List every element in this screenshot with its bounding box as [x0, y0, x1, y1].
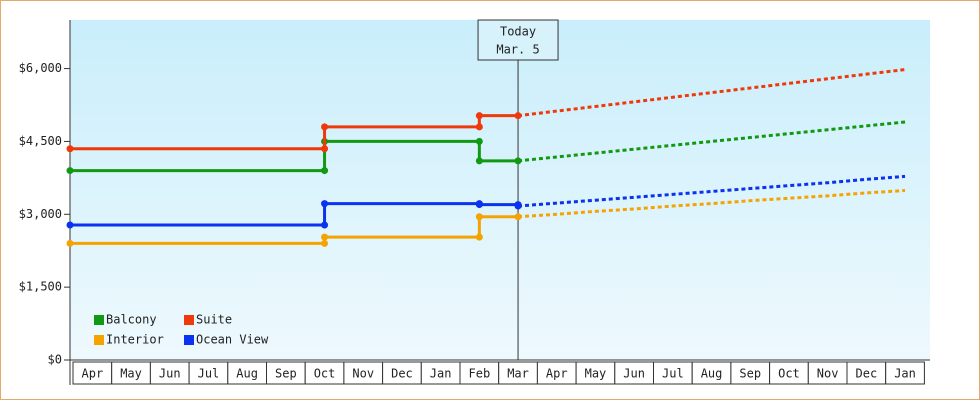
- x-tick-label: May: [585, 367, 607, 381]
- x-tick-label: Dec: [856, 367, 878, 381]
- point: [321, 221, 329, 229]
- point: [66, 145, 74, 153]
- x-tick-label: Oct: [778, 367, 800, 381]
- point: [475, 201, 483, 209]
- x-tick-label: Nov: [352, 367, 374, 381]
- x-tick-label: Oct: [314, 367, 336, 381]
- forecast-line: [517, 120, 906, 163]
- today-label: Today: [500, 25, 536, 39]
- x-tick-label: Jul: [662, 367, 684, 381]
- point: [475, 233, 483, 241]
- point: [321, 233, 329, 241]
- point: [321, 167, 329, 175]
- y-tick-label: $1,500: [19, 280, 62, 294]
- series-line: [70, 139, 519, 173]
- point: [66, 239, 74, 247]
- point: [321, 145, 329, 153]
- x-tick-box: [885, 361, 925, 385]
- y-tick-label: $6,000: [19, 61, 62, 75]
- x-tick-label: Aug: [236, 367, 258, 381]
- point: [321, 239, 329, 247]
- x-tick-label: Nov: [817, 367, 839, 381]
- x-tick-label: Jun: [159, 367, 181, 381]
- point: [475, 137, 483, 145]
- x-tick-label: Sep: [739, 367, 761, 381]
- x-tick-label: Sep: [275, 367, 297, 381]
- legend-swatch: [94, 315, 104, 325]
- x-tick-label: Jan: [430, 367, 452, 381]
- forecast-line: [517, 174, 906, 208]
- point: [321, 123, 329, 131]
- today-box: [477, 19, 559, 61]
- point: [66, 167, 74, 175]
- legend-label: Ocean View: [196, 333, 269, 347]
- point: [475, 112, 483, 120]
- x-tick-label: May: [120, 367, 142, 381]
- y-tick-label: $3,000: [19, 207, 62, 221]
- y-tick-label: $0: [48, 353, 62, 367]
- forecast-line: [517, 68, 906, 118]
- plot-area: [70, 20, 930, 360]
- legend-swatch: [94, 335, 104, 345]
- x-tick-label: Mar: [507, 367, 529, 381]
- forecast-line: [517, 188, 906, 219]
- series-line: [70, 114, 519, 151]
- y-tick-label: $4,500: [19, 134, 62, 148]
- today-label: Mar. 5: [496, 43, 539, 57]
- x-tick-label: Jul: [198, 367, 220, 381]
- x-tick-label: Aug: [701, 367, 723, 381]
- legend-label: Balcony: [106, 313, 157, 327]
- x-tick-label: Jan: [894, 367, 916, 381]
- x-tick-label: Apr: [82, 367, 104, 381]
- legend-swatch: [184, 315, 194, 325]
- point: [475, 157, 483, 165]
- x-tick-label: Feb: [469, 367, 491, 381]
- legend-label: Interior: [106, 333, 164, 347]
- x-tick-label: Dec: [391, 367, 413, 381]
- point: [321, 200, 329, 208]
- point: [66, 221, 74, 229]
- point: [475, 213, 483, 221]
- point: [475, 123, 483, 131]
- legend-label: Suite: [196, 313, 232, 327]
- x-tick-label: Jun: [623, 367, 645, 381]
- legend-swatch: [184, 335, 194, 345]
- x-tick-label: Apr: [546, 367, 568, 381]
